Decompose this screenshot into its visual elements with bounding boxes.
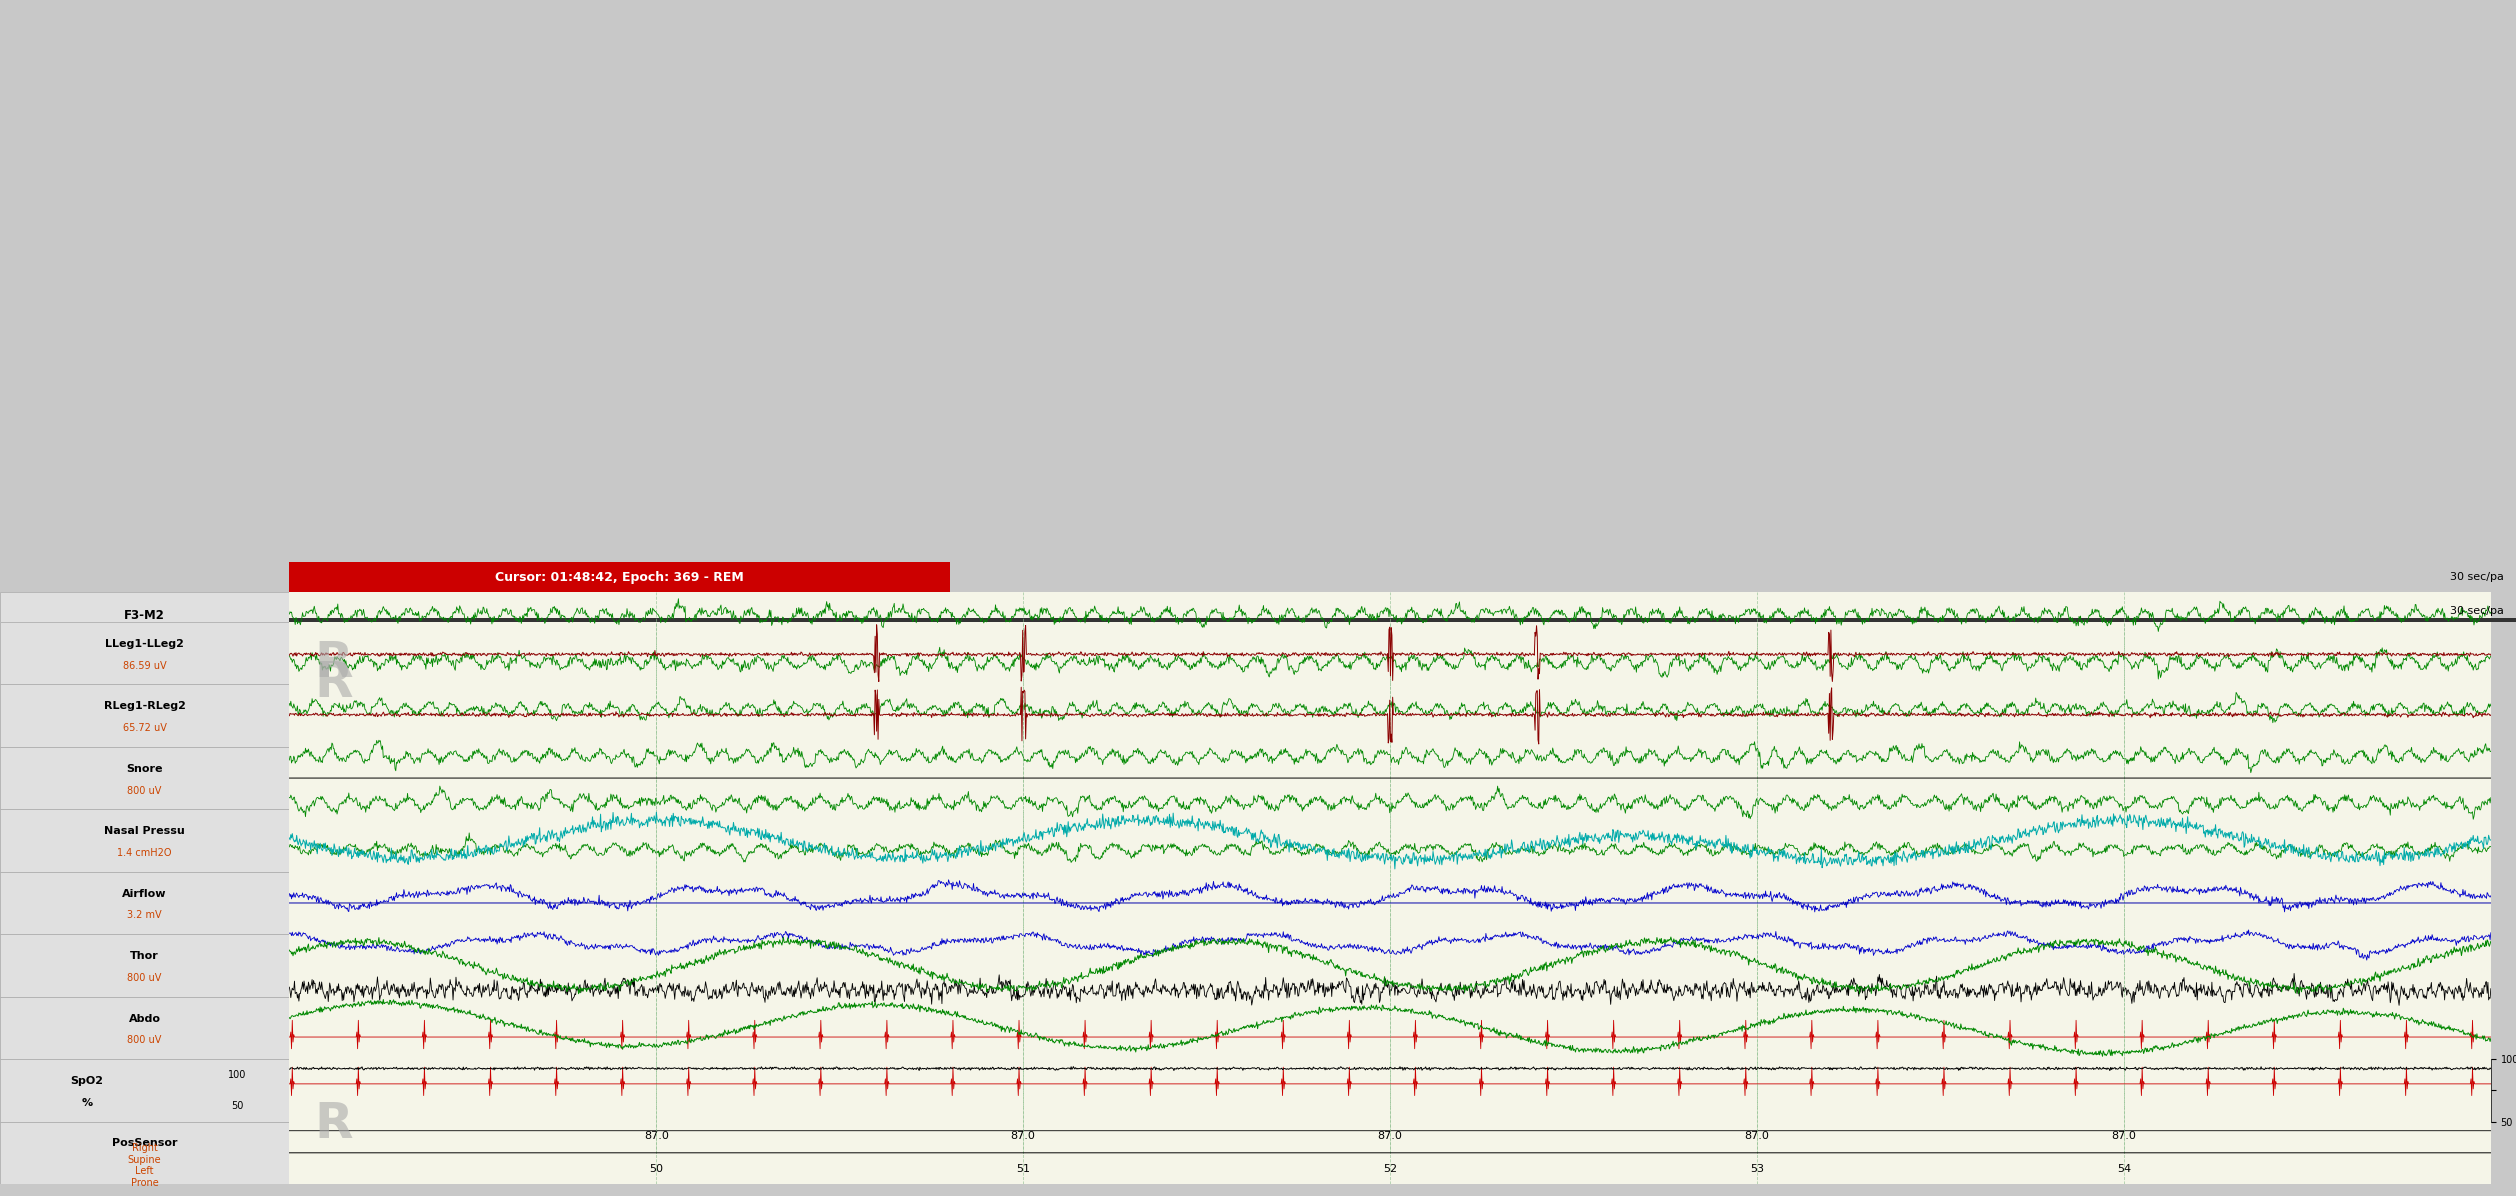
Text: LLeg1-LLeg2: LLeg1-LLeg2 <box>106 639 184 648</box>
Text: 86.59 uV: 86.59 uV <box>123 660 166 671</box>
Bar <box>0 639 289 685</box>
Text: 800 uV: 800 uV <box>128 1036 161 1045</box>
Bar <box>0 746 289 810</box>
Text: 30 sec/pa: 30 sec/pa <box>2451 572 2503 582</box>
Bar <box>0 1061 289 1107</box>
Text: R: R <box>314 639 352 687</box>
Bar <box>0 1107 289 1154</box>
Text: Nasal Pressu: Nasal Pressu <box>103 826 186 836</box>
Bar <box>0 873 289 920</box>
Text: Airflow: Airflow <box>123 889 166 898</box>
Text: 50: 50 <box>231 1102 244 1111</box>
Text: 1.4 cmH2O: 1.4 cmH2O <box>118 848 171 858</box>
Bar <box>0 934 289 996</box>
Bar <box>0 996 289 1060</box>
Text: Cursor: 01:48:42, Epoch: 369 - REM: Cursor: 01:48:42, Epoch: 369 - REM <box>496 570 745 584</box>
Text: PosSensor: PosSensor <box>111 1139 179 1148</box>
Text: chin1-chin2: chin1-chin2 <box>106 983 184 996</box>
Bar <box>0 780 289 826</box>
Text: LOC-M2: LOC-M2 <box>118 890 171 903</box>
Text: O2-M1: O2-M1 <box>123 843 166 856</box>
Text: R: R <box>314 1100 352 1148</box>
Bar <box>0 592 289 639</box>
Bar <box>0 1014 289 1061</box>
Text: O1-M2: O1-M2 <box>123 797 166 810</box>
Text: %: % <box>81 1098 93 1107</box>
Text: F4-M1: F4-M1 <box>123 655 166 669</box>
Bar <box>0 872 289 934</box>
Bar <box>0 1122 289 1184</box>
Text: G2-ECG-3-E: G2-ECG-3-E <box>108 1078 181 1091</box>
Bar <box>0 1060 289 1122</box>
Bar <box>0 622 289 684</box>
Bar <box>0 810 289 872</box>
Text: ECG-2-ECG2: ECG-2-ECG2 <box>106 1031 184 1044</box>
Bar <box>0 732 289 780</box>
Text: 800 uV: 800 uV <box>128 786 161 795</box>
Text: Abdo: Abdo <box>128 1013 161 1024</box>
Text: 800 uV: 800 uV <box>128 972 161 983</box>
Text: RLeg1-RLeg2: RLeg1-RLeg2 <box>103 701 186 712</box>
Bar <box>0 920 289 966</box>
Text: Thor: Thor <box>131 951 159 962</box>
Text: 30 sec/pa: 30 sec/pa <box>2451 606 2503 616</box>
Bar <box>0 685 289 732</box>
Bar <box>0 826 289 873</box>
Text: 3.2 mV: 3.2 mV <box>128 910 161 921</box>
Text: Snore: Snore <box>126 764 164 774</box>
Bar <box>0 966 289 1014</box>
Text: F3-M2: F3-M2 <box>123 609 166 622</box>
Text: Right
Supine
Left
Prone: Right Supine Left Prone <box>128 1143 161 1188</box>
Text: C4-M1: C4-M1 <box>123 750 166 763</box>
Text: Pulse: Pulse <box>126 1124 164 1137</box>
Text: 100: 100 <box>229 1069 247 1080</box>
Text: ROC-M1: ROC-M1 <box>118 936 171 950</box>
Text: C3-M2: C3-M2 <box>123 702 166 715</box>
Text: R: R <box>314 659 352 708</box>
Bar <box>0 684 289 746</box>
Text: SpO2: SpO2 <box>70 1076 103 1086</box>
Text: 65.72 uV: 65.72 uV <box>123 724 166 733</box>
